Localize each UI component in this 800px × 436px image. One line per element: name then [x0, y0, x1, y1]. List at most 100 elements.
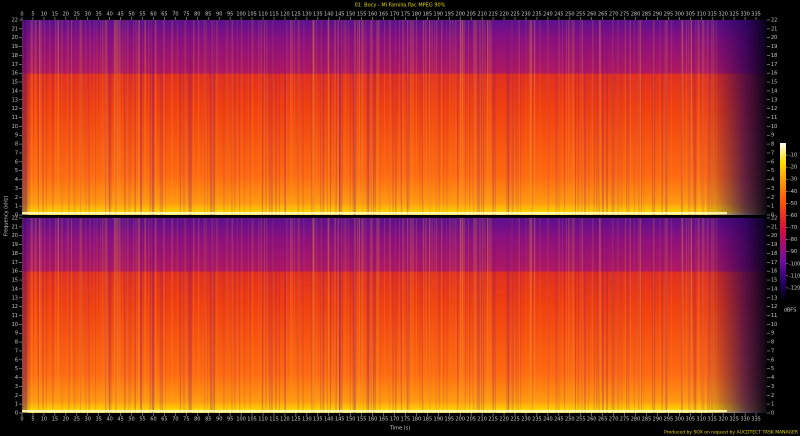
x-tick-label: 200 [455, 12, 465, 18]
y-tick-label: 14 [12, 286, 18, 292]
x-tick-label: 85 [205, 417, 211, 423]
x-tick-label: 80 [194, 12, 200, 18]
x-tick-label: 120 [280, 12, 290, 18]
y-tick-label: 18 [771, 251, 777, 257]
y-tick-label: 21 [12, 26, 18, 32]
y-tick-label: 11 [771, 313, 777, 319]
y-tick-label: 16 [12, 71, 18, 77]
chart-title: 01. Bocy - Mi Familia.flac MPEG 90% [355, 3, 446, 9]
colorbar-tick-label: -40 [789, 189, 797, 195]
x-tick-label: 335 [751, 417, 761, 423]
y-tick-label: 4 [771, 375, 774, 381]
x-tick-label: 115 [269, 12, 279, 18]
x-tick-label: 325 [729, 417, 739, 423]
y-tick-label: 14 [12, 88, 18, 94]
y-tick-label: 9 [771, 133, 774, 139]
y-tick-label: 13 [771, 295, 777, 301]
y-tick-label: 13 [12, 295, 18, 301]
x-tick-label: 310 [696, 12, 706, 18]
x-tick-label: 50 [128, 12, 134, 18]
x-tick-label: 45 [117, 12, 123, 18]
x-tick-label: 110 [258, 417, 268, 423]
x-tick-label: 270 [609, 12, 619, 18]
y-tick-label: 12 [771, 106, 777, 112]
y-tick-label: 8 [771, 340, 774, 346]
x-tick-label: 0 [20, 12, 23, 18]
x-tick-label: 210 [477, 417, 487, 423]
x-tick-label: 225 [510, 417, 520, 423]
y-tick-label: 15 [771, 278, 777, 284]
colorbar-tick-label: -100 [789, 261, 800, 267]
y-tick-label: 18 [12, 251, 18, 257]
x-tick-label: 10 [41, 417, 47, 423]
x-tick-label: 30 [85, 417, 91, 423]
x-tick-label: 265 [598, 12, 608, 18]
x-tick-label: 170 [390, 12, 400, 18]
y-tick-label: 4 [15, 177, 18, 183]
x-tick-label: 185 [423, 12, 433, 18]
y-tick-label: 6 [771, 357, 774, 363]
x-tick-label: 230 [521, 417, 531, 423]
x-tick-label: 240 [543, 417, 553, 423]
bass-band [22, 410, 727, 412]
y-tick-label: 3 [771, 186, 774, 192]
x-tick-label: 290 [653, 12, 663, 18]
x-tick-label: 135 [313, 12, 323, 18]
x-tick-label: 25 [74, 12, 80, 18]
x-tick-label: 155 [357, 12, 367, 18]
colorbar-tick-label: -80 [789, 237, 797, 243]
x-tick-label: 140 [324, 417, 334, 423]
x-tick-label: 300 [675, 417, 685, 423]
x-tick-label: 230 [521, 12, 531, 18]
y-tick-label: 16 [12, 269, 18, 275]
y-tick-label: 0 [15, 411, 18, 417]
x-tick-label: 55 [139, 12, 145, 18]
x-tick-label: 20 [63, 12, 69, 18]
y-tick-label: 16 [771, 71, 777, 77]
x-tick-label: 0 [20, 417, 23, 423]
footer: Produced by SOX on request by AUCDTECT T… [664, 430, 798, 436]
y-axis-label: Frequency (kHz) [4, 196, 10, 237]
y-tick-label: 20 [12, 35, 18, 41]
x-tick-label: 125 [291, 417, 301, 423]
y-tick-label: 2 [771, 195, 774, 201]
x-tick-label: 250 [565, 12, 575, 18]
x-tick-label: 30 [85, 12, 91, 18]
x-tick-label: 190 [434, 12, 444, 18]
x-tick-label: 260 [587, 417, 597, 423]
x-tick-label: 95 [227, 12, 233, 18]
x-tick-label: 150 [346, 12, 356, 18]
y-tick-label: 19 [12, 242, 18, 248]
x-tick-label: 220 [499, 12, 509, 18]
x-tick-label: 295 [664, 12, 674, 18]
x-tick-label: 100 [236, 12, 246, 18]
x-tick-label: 95 [227, 417, 233, 423]
x-tick-label: 205 [466, 417, 476, 423]
fade [22, 20, 767, 215]
x-tick-label: 145 [335, 417, 345, 423]
x-tick-label: 170 [390, 417, 400, 423]
x-tick-label: 130 [302, 12, 312, 18]
x-tick-label: 305 [686, 12, 696, 18]
spectrogram-panels [22, 20, 767, 413]
x-tick-label: 285 [642, 12, 652, 18]
y-tick-label: 0 [771, 213, 774, 219]
x-tick-label: 335 [751, 12, 761, 18]
x-tick-label: 85 [205, 12, 211, 18]
x-tick-label: 15 [52, 12, 58, 18]
x-tick-label: 25 [74, 417, 80, 423]
y-tick-label: 17 [771, 260, 777, 266]
y-tick-label: 20 [12, 233, 18, 239]
x-tick-label: 180 [412, 12, 422, 18]
y-tick-label: 2 [15, 393, 18, 399]
x-tick-label: 145 [335, 12, 345, 18]
x-tick-label: 45 [117, 417, 123, 423]
x-tick-label: 105 [247, 417, 257, 423]
y-tick-label: 13 [12, 97, 18, 103]
x-tick-label: 305 [686, 417, 696, 423]
x-tick-label: 250 [565, 417, 575, 423]
y-tick-label: 5 [15, 168, 18, 174]
colorbar-tick-label: -50 [789, 201, 797, 207]
x-tick-label: 50 [128, 417, 134, 423]
colorbar-tick-label: -30 [789, 177, 797, 183]
